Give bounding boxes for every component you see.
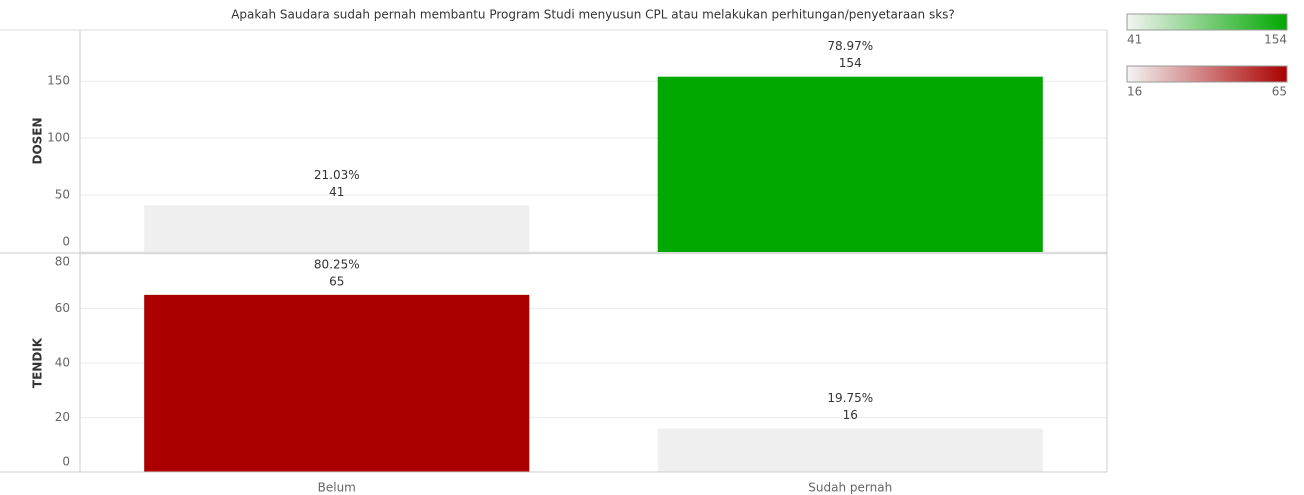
chart-title: Apakah Saudara sudah pernah membantu Pro… — [231, 8, 955, 22]
y-tick-label: 0 — [62, 235, 70, 249]
share-label: 80.25% — [314, 257, 360, 271]
y-tick-label: 40 — [55, 356, 70, 370]
share-label: 21.03% — [314, 168, 360, 182]
row-label: DOSEN — [31, 117, 45, 164]
x-tick-label: Sudah pernah — [808, 481, 892, 495]
share-label: 19.75% — [827, 391, 873, 405]
y-tick-label: 60 — [55, 301, 70, 315]
legend-min: 41 — [1127, 33, 1142, 47]
value-label: 154 — [839, 56, 862, 70]
value-label: 41 — [329, 185, 344, 199]
y-tick-label: 80 — [55, 255, 70, 269]
x-tick-label: Belum — [318, 481, 356, 495]
share-label: 78.97% — [827, 39, 873, 53]
legend-ramp — [1126, 65, 1288, 83]
y-tick-label: 100 — [47, 131, 70, 145]
bar — [657, 428, 1043, 472]
value-label: 16 — [843, 408, 858, 422]
legend-ramp — [1126, 13, 1288, 31]
bar — [657, 76, 1043, 252]
row-label: TENDIK — [31, 337, 45, 388]
y-tick-label: 50 — [55, 188, 70, 202]
legend-min: 16 — [1127, 85, 1142, 99]
bar — [144, 205, 530, 252]
legend-max: 65 — [1272, 85, 1287, 99]
value-label: 65 — [329, 274, 344, 288]
y-tick-label: 150 — [47, 74, 70, 88]
y-tick-label: 0 — [62, 455, 70, 469]
bar — [144, 294, 530, 472]
legend-max: 154 — [1264, 33, 1287, 47]
y-tick-label: 20 — [55, 410, 70, 424]
